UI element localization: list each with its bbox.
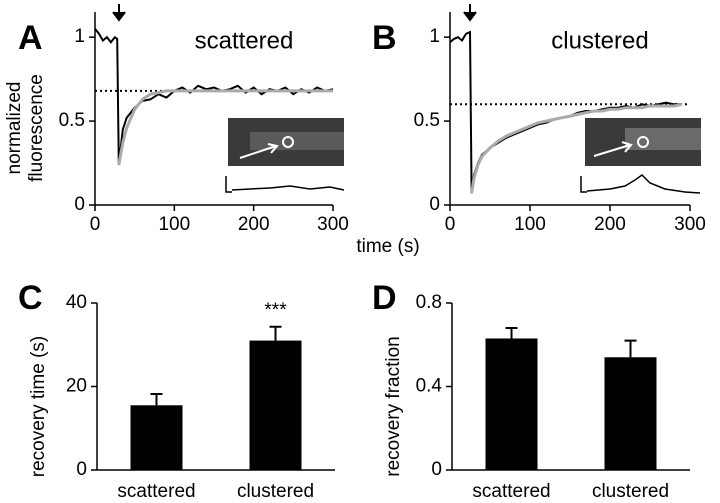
inset-dendrite	[625, 128, 701, 150]
y-tick-label: 0.5	[414, 110, 440, 131]
x-tick-label: scattered	[472, 481, 550, 502]
panel-label: D	[372, 279, 397, 317]
y-axis-label: normalizedfluorescence	[4, 74, 47, 182]
y-axis-label: recovery time (s)	[28, 336, 49, 477]
x-tick-label: 100	[514, 214, 546, 235]
y-tick-label: 20	[66, 376, 87, 397]
x-tick-label: scattered	[117, 481, 195, 502]
y-tick-label: 1	[429, 26, 440, 47]
error-bar	[269, 325, 282, 341]
y-axis-label: recovery fraction	[383, 336, 404, 476]
inset-profile	[225, 176, 345, 193]
y-tick-label: 0.8	[416, 292, 442, 313]
y-tick-label: 0	[74, 194, 85, 215]
bar	[249, 340, 302, 470]
inset-roi	[282, 136, 294, 148]
series-line	[117, 89, 333, 165]
x-tick-label: 300	[317, 214, 349, 235]
panel-label: A	[18, 19, 43, 57]
inset-dendrite	[250, 132, 344, 150]
series-line	[94, 28, 334, 165]
x-tick-label: 0	[445, 214, 456, 235]
y-tick-label: 0	[431, 459, 442, 480]
inset-arrow	[593, 141, 633, 157]
panel-label: B	[372, 19, 397, 57]
x-axis-label: time (s)	[356, 236, 419, 257]
bar	[485, 338, 538, 470]
bleach-arrow	[463, 4, 477, 22]
x-tick-label: 100	[158, 214, 190, 235]
panel-label: C	[18, 279, 43, 317]
y-tick-label: 0	[429, 194, 440, 215]
bleach-arrow	[112, 4, 126, 22]
error-bar	[150, 393, 163, 406]
significance: ***	[264, 300, 287, 321]
y-tick-label: 40	[66, 292, 87, 313]
y-tick-label: 0.5	[59, 110, 85, 131]
x-tick-label: clustered	[237, 481, 314, 502]
inset-b	[580, 118, 701, 194]
y-axis-label-line: fluorescence	[26, 74, 47, 182]
y-axis-label-line: normalized	[4, 82, 25, 175]
error-bar	[624, 339, 637, 358]
bar	[604, 357, 657, 470]
x-tick-label: 300	[674, 214, 706, 235]
y-tick-label: 1	[74, 26, 85, 47]
inset-arrow	[239, 143, 279, 159]
x-tick-label: 200	[594, 214, 626, 235]
y-tick-label: 0	[76, 459, 87, 480]
bar	[130, 405, 183, 470]
x-tick-label: 200	[238, 214, 270, 235]
x-tick-label: clustered	[592, 481, 669, 502]
inset-roi	[637, 136, 649, 148]
series-line	[449, 30, 682, 194]
inset-profile	[580, 174, 701, 194]
inset-a	[225, 118, 345, 193]
chart-title: scattered	[195, 27, 294, 54]
x-tick-label: 0	[90, 214, 101, 235]
error-bar	[505, 327, 518, 339]
y-tick-label: 0.4	[416, 376, 443, 397]
series-line	[470, 102, 683, 194]
chart-title: clustered	[551, 27, 648, 54]
